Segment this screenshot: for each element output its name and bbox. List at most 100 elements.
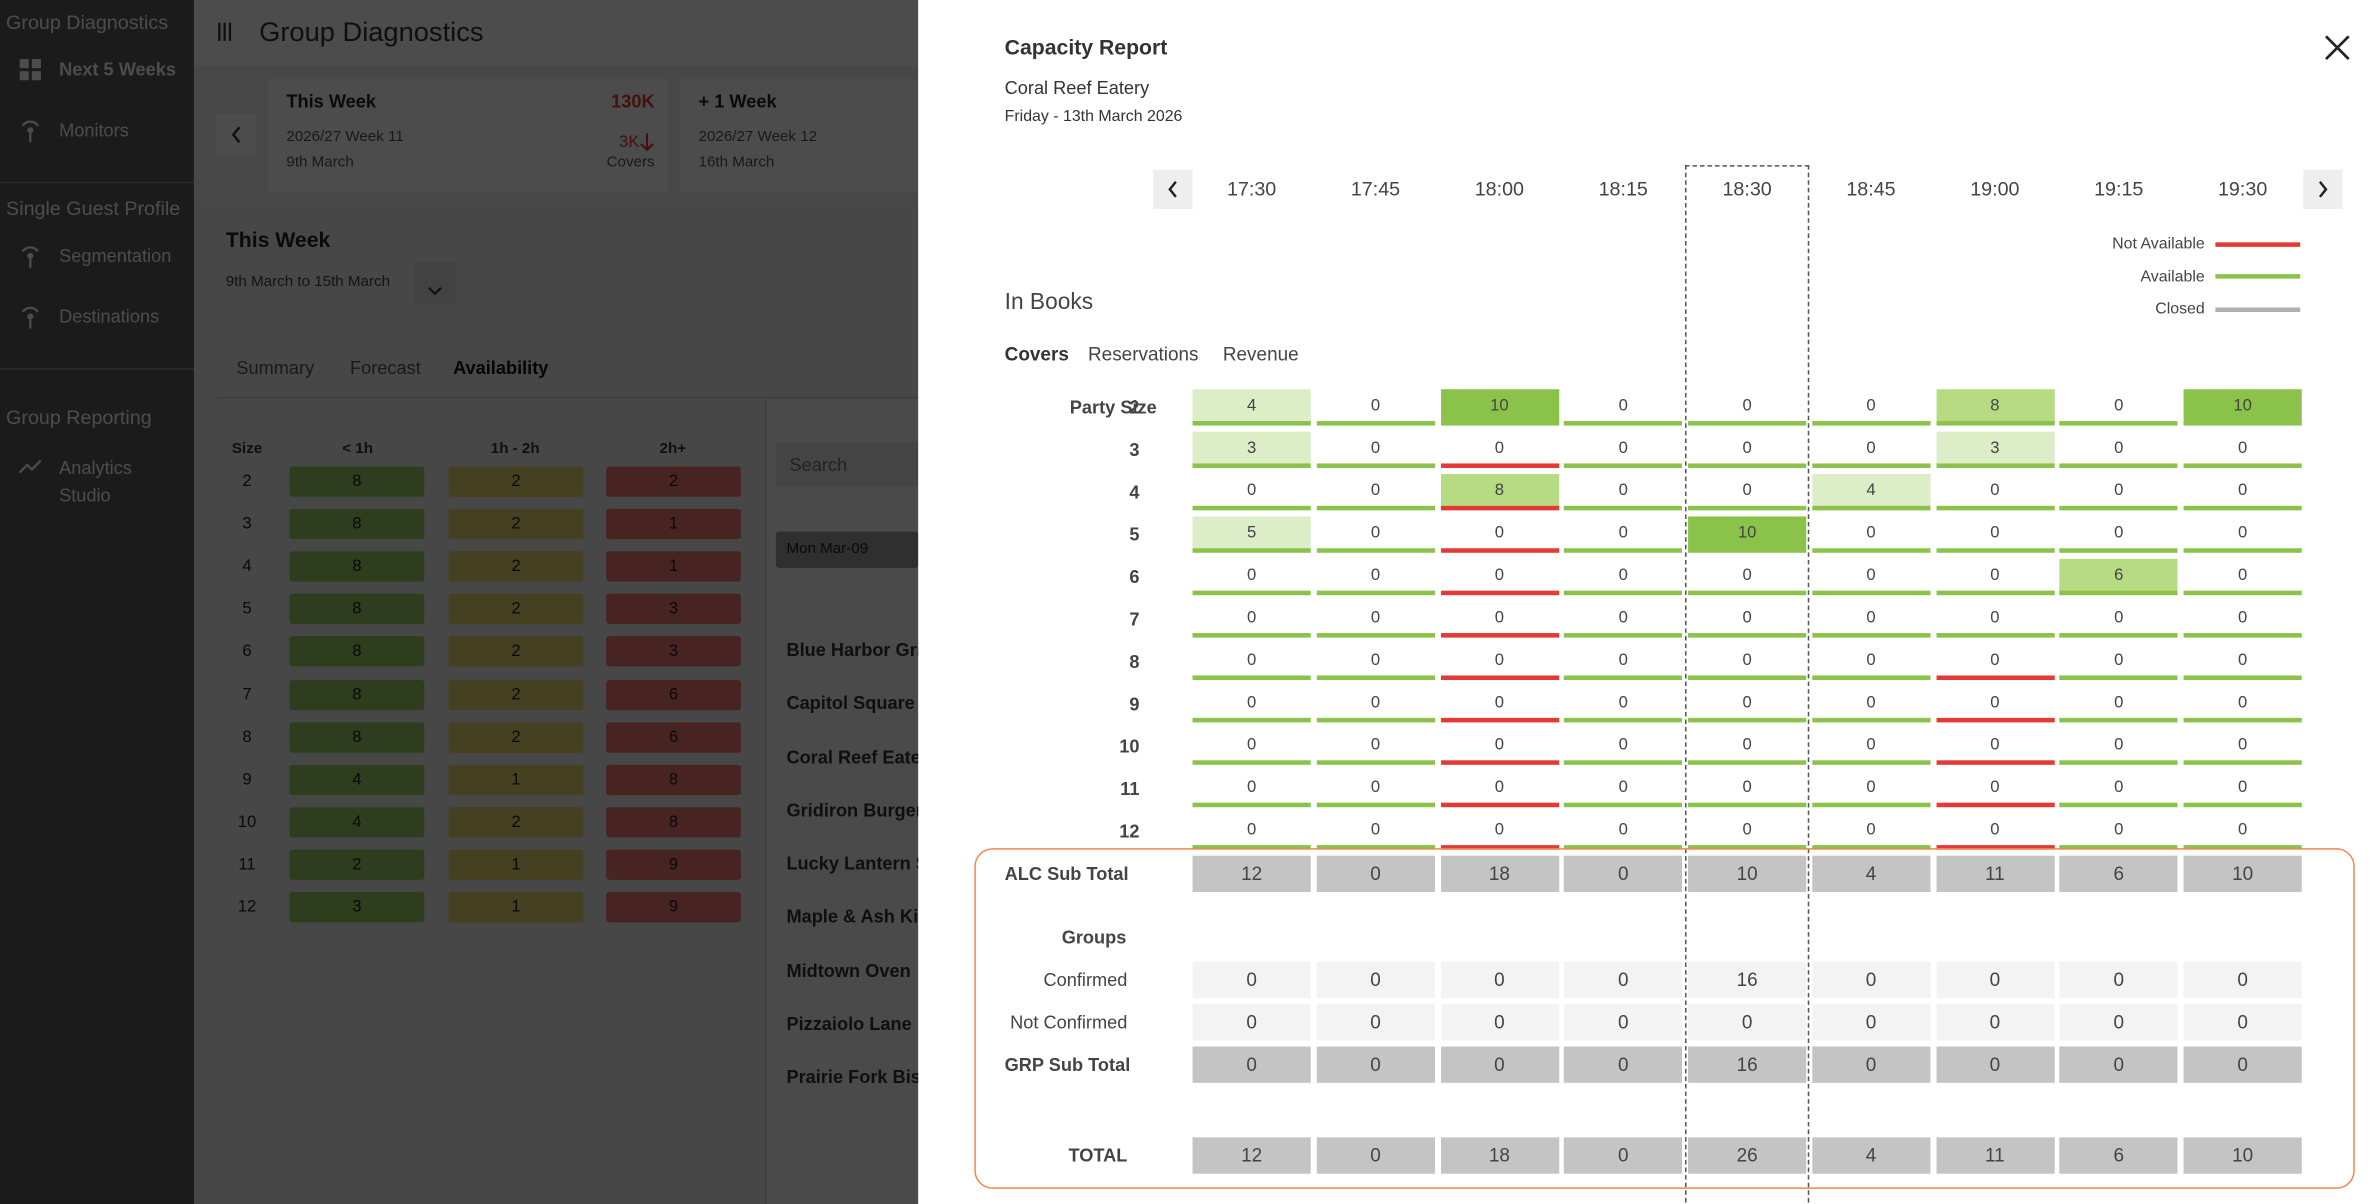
cover-value: 0 <box>1742 481 1752 500</box>
availability-bar <box>1192 802 1311 808</box>
cover-value: 0 <box>1618 439 1628 458</box>
total-cell <box>1811 1137 1931 1174</box>
not_confirmed-cell <box>1192 1004 1311 1041</box>
confirmed-cell <box>2183 961 2302 999</box>
cover-value: 0 <box>1494 651 1505 670</box>
cover-value: 0 <box>1866 778 1876 797</box>
time-label[interactable]: 18:45 <box>1846 177 1896 200</box>
total-value: 26 <box>1736 1144 1758 1167</box>
cover-cell <box>1440 389 1559 423</box>
total-value: 12 <box>1241 1144 1263 1167</box>
availability-bar <box>2059 463 2178 468</box>
availability-bar <box>1316 548 1435 553</box>
confirmed-value: 0 <box>1617 969 1629 991</box>
cover-cell <box>1192 431 1311 465</box>
grp-cell <box>1564 1046 1683 1083</box>
prev-time-arrow[interactable] <box>1165 179 1180 200</box>
grp-value: 0 <box>1989 1054 2001 1076</box>
cover-value: 0 <box>1742 566 1752 585</box>
cover-cell <box>1440 474 1559 508</box>
cover-value: 0 <box>1866 736 1876 755</box>
time-label[interactable]: 17:45 <box>1350 177 1401 200</box>
cover-value: 0 <box>1742 608 1752 628</box>
availability-bar <box>1564 845 1683 850</box>
cover-value: 0 <box>1618 693 1628 712</box>
next-time-arrow-glyph <box>2318 180 2328 198</box>
cover-value: 0 <box>2238 439 2248 458</box>
time-label[interactable]: 18:30 <box>1722 177 1772 200</box>
availability-bar <box>2059 633 2178 638</box>
prev-time-button[interactable] <box>1153 169 1193 210</box>
close-button[interactable] <box>2324 35 2350 61</box>
legend-label: Available <box>2140 267 2205 286</box>
cover-value: 0 <box>2114 524 2124 543</box>
cover-value: 0 <box>1618 566 1628 585</box>
report-tab[interactable]: Revenue <box>1222 343 1299 365</box>
cover-value: 0 <box>2238 651 2248 670</box>
party-size: 3 <box>1129 439 1140 461</box>
availability-bar <box>1564 590 1683 596</box>
time-label[interactable]: 19:30 <box>2217 177 2268 200</box>
time-label[interactable]: 19:15 <box>2094 177 2144 200</box>
availability-bar <box>1935 717 2054 723</box>
availability-bar <box>1440 802 1559 808</box>
total-value: 0 <box>1617 1144 1629 1167</box>
modal-overlay[interactable] <box>0 0 919 1204</box>
next-time-button[interactable] <box>2303 169 2343 210</box>
next-time-arrow[interactable] <box>2315 179 2330 200</box>
availability-bar <box>1316 633 1435 638</box>
availability-bar <box>1440 675 1559 681</box>
cover-value: 0 <box>1494 820 1505 840</box>
party-size: 11 <box>1120 778 1140 800</box>
availability-bar <box>1811 505 1931 511</box>
availability-bar <box>2183 717 2302 723</box>
not_confirmed-cell <box>1688 1004 1807 1041</box>
confirmed-value: 0 <box>1494 969 1505 991</box>
availability-bar <box>1316 675 1435 681</box>
availability-bar <box>2183 421 2302 426</box>
cover-value: 0 <box>1990 693 2000 712</box>
availability-bar <box>1192 675 1311 681</box>
availability-bar <box>1811 717 1931 723</box>
availability-bar <box>1811 633 1931 638</box>
confirmed-cell <box>1316 961 1435 999</box>
cover-value: 0 <box>1866 396 1876 415</box>
total-value: 11 <box>1985 1144 2005 1167</box>
cover-value: 0 <box>1990 608 2000 628</box>
not_confirmed-value: 0 <box>1617 1011 1629 1033</box>
availability-bar <box>1564 505 1683 511</box>
grp-value: 0 <box>2113 1054 2125 1076</box>
cover-value: 0 <box>2238 481 2248 500</box>
confirmed-cell <box>1440 961 1559 999</box>
cover-value: 10 <box>2233 396 2252 415</box>
report-date: Friday - 13th March 2026 <box>1004 107 1183 126</box>
availability-bar <box>2183 505 2302 511</box>
cover-value: 0 <box>1742 439 1752 458</box>
time-label[interactable]: 19:00 <box>1970 177 2020 200</box>
time-label[interactable]: 17:30 <box>1226 177 1277 200</box>
availability-bar <box>1192 717 1311 723</box>
cover-value: 0 <box>1990 820 2000 840</box>
availability-bar <box>2059 675 2178 681</box>
cover-value: 0 <box>1494 778 1505 797</box>
report-tab[interactable]: Covers <box>1004 343 1069 365</box>
time-label[interactable]: 18:00 <box>1474 177 1525 200</box>
cover-cell <box>1688 516 1807 550</box>
cover-value: 0 <box>1246 693 1257 712</box>
cover-value: 0 <box>1990 736 2000 755</box>
time-label[interactable]: 18:15 <box>1598 177 1648 200</box>
cover-value: 0 <box>1990 524 2000 543</box>
availability-bar <box>2059 421 2178 426</box>
party-size: 4 <box>1129 481 1140 503</box>
availability-bar <box>1316 463 1435 468</box>
grp-label: GRP Sub Total <box>1004 1054 1131 1076</box>
report-tab[interactable]: Reservations <box>1087 343 1199 365</box>
grp-cell <box>2059 1046 2178 1083</box>
confirmed-value: 0 <box>2237 969 2248 991</box>
availability-bar <box>1192 505 1311 511</box>
availability-bar <box>1811 760 1931 765</box>
alc-cell <box>1192 855 1311 893</box>
total-cell <box>1935 1137 2054 1174</box>
not_confirmed-cell <box>1811 1004 1931 1041</box>
legend-swatch <box>2215 274 2301 279</box>
